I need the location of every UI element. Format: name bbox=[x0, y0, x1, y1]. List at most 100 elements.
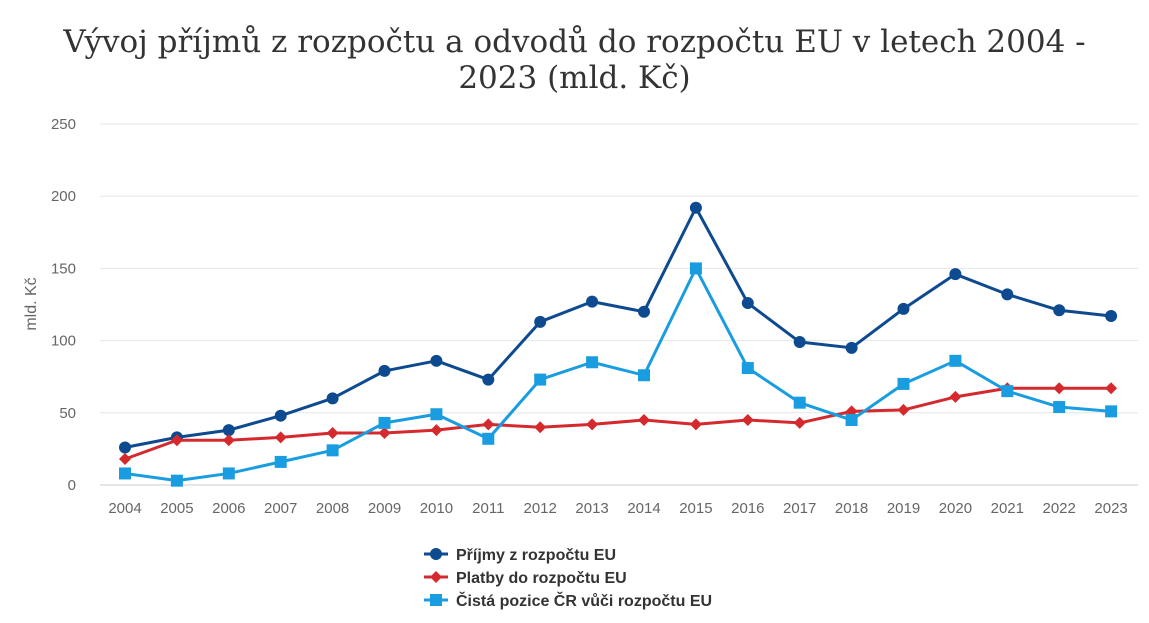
data-point-platby[interactable] bbox=[170, 434, 183, 447]
data-point-platby[interactable] bbox=[741, 414, 754, 427]
y-tick-label: 200 bbox=[51, 188, 76, 205]
data-point-prijmy[interactable] bbox=[638, 305, 650, 318]
x-tick-label: 2006 bbox=[212, 500, 245, 517]
data-point-cista-pozice[interactable] bbox=[586, 356, 599, 369]
data-point-cista-pozice[interactable] bbox=[689, 262, 702, 275]
data-point-cista-pozice[interactable] bbox=[897, 377, 910, 390]
legend-marker-platby[interactable] bbox=[430, 571, 442, 583]
legend-label: Platby do rozpočtu EU bbox=[456, 570, 627, 587]
data-point-cista-pozice[interactable] bbox=[482, 432, 495, 445]
data-point-platby[interactable] bbox=[430, 424, 443, 437]
data-point-platby[interactable] bbox=[897, 403, 910, 416]
x-tick-label: 2009 bbox=[368, 500, 401, 517]
series-prijmy bbox=[119, 201, 1118, 454]
data-point-prijmy[interactable] bbox=[949, 268, 962, 281]
x-tick-label: 2014 bbox=[627, 500, 660, 517]
data-point-cista-pozice[interactable] bbox=[1053, 401, 1066, 414]
data-point-cista-pozice[interactable] bbox=[1105, 405, 1118, 418]
x-tick-label: 2008 bbox=[316, 500, 349, 517]
data-point-prijmy[interactable] bbox=[1001, 288, 1014, 301]
legend-marker-cista-pozice[interactable] bbox=[430, 594, 442, 606]
data-point-prijmy[interactable] bbox=[689, 201, 702, 214]
data-point-cista-pozice[interactable] bbox=[326, 444, 339, 457]
data-point-prijmy[interactable] bbox=[430, 354, 443, 367]
legend-label: Příjmy z rozpočtu EU bbox=[456, 547, 616, 564]
y-tick-label: 50 bbox=[59, 405, 76, 422]
data-point-cista-pozice[interactable] bbox=[793, 396, 806, 409]
y-tick-label: 0 bbox=[68, 477, 76, 494]
series-platby bbox=[119, 382, 1118, 466]
data-point-platby[interactable] bbox=[1053, 382, 1066, 395]
data-point-cista-pozice[interactable] bbox=[378, 416, 391, 429]
data-point-prijmy[interactable] bbox=[119, 441, 131, 454]
series-cista-pozice bbox=[119, 262, 1118, 487]
data-point-cista-pozice[interactable] bbox=[534, 373, 547, 386]
y-tick-label: 100 bbox=[51, 333, 76, 350]
data-point-cista-pozice[interactable] bbox=[119, 467, 131, 480]
data-point-prijmy[interactable] bbox=[845, 341, 858, 354]
data-point-cista-pozice[interactable] bbox=[949, 354, 962, 367]
legend-item-cista-pozice[interactable]: Čistá pozice ČR vůči rozpočtu EU bbox=[424, 591, 712, 610]
data-point-platby[interactable] bbox=[274, 431, 287, 444]
x-tick-label: 2017 bbox=[783, 500, 816, 517]
data-point-platby[interactable] bbox=[326, 427, 339, 440]
data-point-platby[interactable] bbox=[222, 434, 235, 447]
data-point-prijmy[interactable] bbox=[1105, 310, 1118, 323]
data-point-platby[interactable] bbox=[949, 390, 962, 403]
data-point-prijmy[interactable] bbox=[534, 315, 547, 328]
data-point-cista-pozice[interactable] bbox=[274, 455, 287, 468]
x-tick-label: 2019 bbox=[887, 500, 920, 517]
data-point-platby[interactable] bbox=[1105, 382, 1118, 395]
data-point-prijmy[interactable] bbox=[222, 424, 235, 437]
x-tick-label: 2023 bbox=[1094, 500, 1127, 517]
legend-item-prijmy[interactable]: Příjmy z rozpočtu EU bbox=[424, 547, 616, 564]
legend-marker-prijmy[interactable] bbox=[430, 548, 442, 560]
chart-title-text: Vývoj příjmů z rozpočtu a odvodů do rozp… bbox=[63, 24, 1086, 96]
x-tick-label: 2007 bbox=[264, 500, 297, 517]
data-point-platby[interactable] bbox=[534, 421, 547, 434]
grid-lines bbox=[100, 123, 1138, 486]
data-point-cista-pozice[interactable] bbox=[845, 414, 858, 427]
x-tick-label: 2018 bbox=[835, 500, 868, 517]
legend-label: Čistá pozice ČR vůči rozpočtu EU bbox=[456, 591, 712, 610]
data-point-prijmy[interactable] bbox=[897, 302, 910, 315]
x-tick-label: 2005 bbox=[160, 500, 193, 517]
data-point-prijmy[interactable] bbox=[741, 297, 754, 310]
data-point-prijmy[interactable] bbox=[1053, 304, 1066, 317]
data-point-prijmy[interactable] bbox=[274, 409, 287, 422]
data-point-platby[interactable] bbox=[378, 427, 391, 440]
x-tick-labels: 2004 2005 2006 2007 2008 2009 2010 2011 2012 2013… bbox=[108, 500, 1127, 517]
data-point-prijmy[interactable] bbox=[793, 336, 806, 349]
data-point-cista-pozice[interactable] bbox=[170, 474, 183, 487]
data-point-cista-pozice[interactable] bbox=[430, 408, 443, 421]
data-point-prijmy[interactable] bbox=[586, 295, 599, 308]
legend[interactable]: Příjmy z rozpočtu EU Platby do rozpočtu E… bbox=[424, 547, 712, 610]
x-tick-label: 2021 bbox=[991, 500, 1024, 517]
x-tick-label: 2015 bbox=[679, 500, 712, 517]
x-tick-label: 2004 bbox=[108, 500, 141, 517]
x-tick-label: 2013 bbox=[575, 500, 608, 517]
data-point-cista-pozice[interactable] bbox=[222, 467, 235, 480]
chart-title: Vývoj příjmů z rozpočtu a odvodů do rozp… bbox=[0, 24, 1149, 96]
y-tick-label: 150 bbox=[51, 260, 76, 277]
data-point-platby[interactable] bbox=[638, 414, 650, 427]
y-tick-labels: 0 50 100 150 200 250 bbox=[51, 116, 76, 494]
data-point-platby[interactable] bbox=[119, 453, 131, 466]
data-point-cista-pozice[interactable] bbox=[741, 362, 754, 375]
data-point-prijmy[interactable] bbox=[482, 373, 495, 386]
legend-item-platby[interactable]: Platby do rozpočtu EU bbox=[424, 570, 627, 587]
data-point-prijmy[interactable] bbox=[378, 364, 391, 377]
data-point-cista-pozice[interactable] bbox=[638, 369, 650, 382]
x-tick-label: 2022 bbox=[1043, 500, 1076, 517]
data-point-platby[interactable] bbox=[482, 418, 495, 431]
data-point-prijmy[interactable] bbox=[326, 392, 339, 405]
data-point-platby[interactable] bbox=[586, 418, 599, 431]
data-point-platby[interactable] bbox=[793, 416, 806, 429]
y-axis-title: mld. Kč bbox=[23, 277, 40, 330]
data-point-cista-pozice[interactable] bbox=[1001, 385, 1014, 398]
series-group bbox=[119, 201, 1118, 487]
data-point-platby[interactable] bbox=[689, 418, 702, 431]
series-line-prijmy bbox=[124, 206, 1112, 449]
x-tick-label: 2020 bbox=[939, 500, 972, 517]
